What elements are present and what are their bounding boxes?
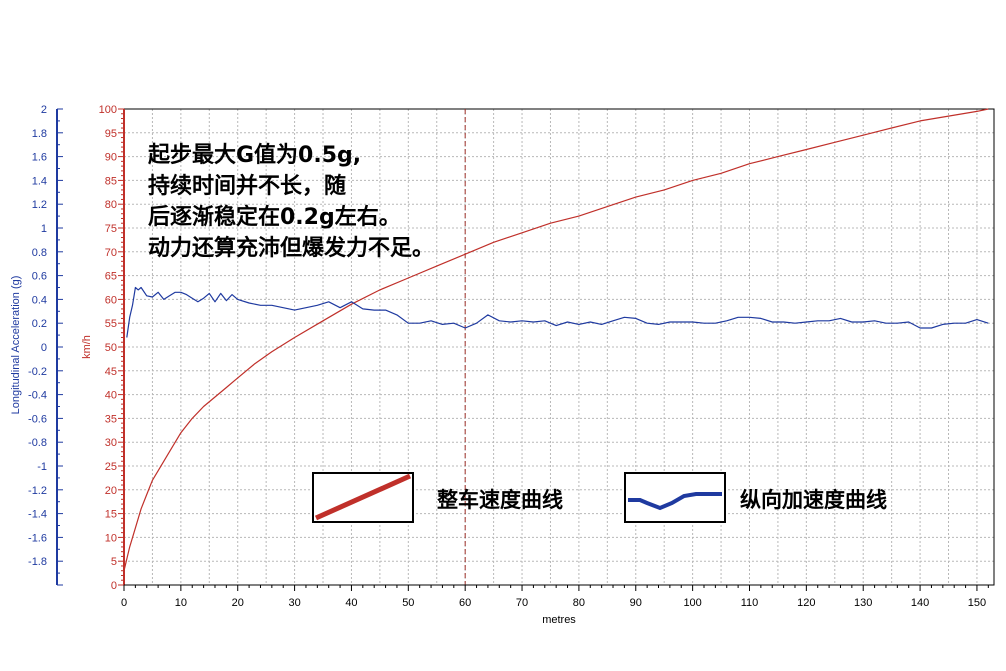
accel-tick-label: -0.4 [28,390,47,402]
series-layer [123,108,989,571]
accel-tick-label: 0.4 [32,294,47,306]
accel-tick-label: -1.6 [28,532,47,544]
speed-tick-label: 0 [111,580,117,592]
x-tick-label: 30 [288,597,300,609]
accel-tick-label: 1.6 [32,152,47,164]
speed-tick-label: 25 [105,461,117,473]
speed-tick-label: 55 [105,318,117,330]
accel-tick-label: 0.8 [32,247,47,259]
annotation-line: 持续时间并不长，随 [148,174,347,199]
speed-tick-label: 85 [105,175,117,187]
accel-tick-label: -0.8 [28,437,47,449]
speed-tick-label: 75 [105,223,117,235]
x-tick-label: 70 [516,597,528,609]
x-tick-label: 10 [175,597,187,609]
x-tick-label: 150 [968,597,986,609]
y-right-axis-label: km/h [81,335,93,359]
x-tick-label: 140 [911,597,929,609]
speed-tick-label: 95 [105,128,117,140]
x-tick-label: 130 [854,597,872,609]
right-axis: 1009590858075706560555045403530252015105… [99,104,125,592]
legend-swatch-accel [624,472,726,523]
annotation-text: 起步最大G值为0.5g, 持续时间并不长，随 后逐渐稳定在0.2g左右。 动力还… [148,140,434,264]
speed-tick-label: 40 [105,390,117,402]
accel-tick-label: -1.2 [28,485,47,497]
speed-tick-label: 70 [105,247,117,259]
x-tick-label: 120 [797,597,815,609]
accel-tick-label: 1.8 [32,128,47,140]
speed-series-line [123,108,989,571]
x-tick-label: 40 [345,597,357,609]
accel-tick-label: 0.6 [32,271,47,283]
y-left-axis-label: Longitudinal Acceleration (g) [10,276,22,415]
speed-tick-label: 90 [105,152,117,164]
annotation-line: 起步最大G值为0.5g, [148,143,362,168]
accel-tick-label: 1.2 [32,199,47,211]
accel-tick-label: 1.4 [32,175,47,187]
x-axis: 0 10 20 30 40 50 60 70 80 90 100 110 120 130 140 150 [121,584,994,609]
legend-swatch-accel-line [628,492,722,511]
x-tick-label: 60 [459,597,471,609]
legend-label-accel: 纵向加速度曲线 [740,488,887,512]
accel-tick-label: 2 [41,104,47,116]
accel-series-line [126,286,989,338]
speed-tick-label: 10 [105,532,117,544]
x-tick-label: 50 [402,597,414,609]
x-tick-label: 90 [630,597,642,609]
annotation-line: 后逐渐稳定在0.2g左右。 [148,205,401,230]
accel-tick-label: -1.4 [28,509,47,521]
speed-tick-label: 65 [105,271,117,283]
accel-tick-label: -1 [37,461,47,473]
legend [312,472,726,523]
speed-tick-label: 20 [105,485,117,497]
speed-tick-label: 50 [105,342,117,354]
x-tick-label: 20 [232,597,244,609]
x-axis-label: metres [542,614,576,626]
accel-tick-label: -0.2 [28,366,47,378]
speed-tick-label: 15 [105,509,117,521]
x-tick-label: 80 [573,597,585,609]
speed-tick-label: 5 [111,556,117,568]
x-tick-label: 0 [121,597,127,609]
left-axis: 2 1.8 1.6 1.4 1.2 1 0.8 0.6 0.4 0.2 0 -0.2 -0.4 -0.6 -… [28,104,63,586]
accel-tick-label: -1.8 [28,556,47,568]
speed-tick-label: 60 [105,294,117,306]
speed-tick-label: 35 [105,413,117,425]
speed-tick-label: 45 [105,366,117,378]
speed-tick-label: 30 [105,437,117,449]
accel-tick-label: 0 [41,342,47,354]
x-tick-label: 110 [741,597,759,609]
speed-tick-label: 100 [99,104,117,116]
legend-label-speed: 整车速度曲线 [437,488,563,512]
accel-tick-label: 1 [41,223,47,235]
accel-tick-label: 0.2 [32,318,47,330]
legend-swatch-speed-line [314,473,412,521]
x-tick-label: 100 [683,597,701,609]
speed-tick-label: 80 [105,199,117,211]
annotation-line: 动力还算充沛但爆发力不足。 [148,236,435,261]
accel-tick-label: -0.6 [28,413,47,425]
